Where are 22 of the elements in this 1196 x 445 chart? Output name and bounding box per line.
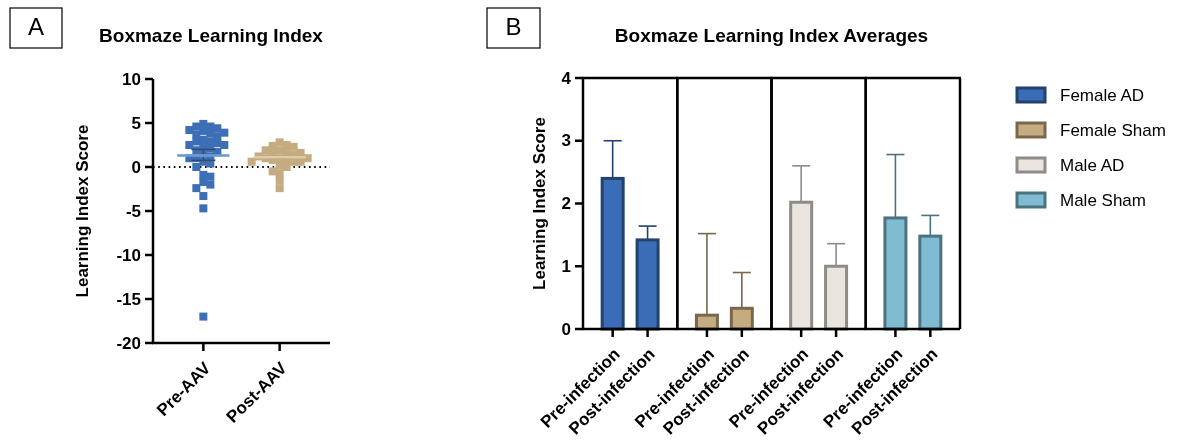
y-tick-label: 0 [131,157,141,177]
legend-label: Male AD [1060,155,1125,175]
y-tick-label: 1 [561,256,571,276]
text: A [27,13,45,41]
y-tick-label: -5 [125,201,141,221]
y-tick-label: 4 [561,68,572,88]
legend-label: Female Sham [1060,120,1166,140]
y-tick-label: 0 [561,319,571,339]
y-axis-title: Learning Index Score [530,117,549,290]
text: Boxmaze Learning Index Averages [614,25,929,46]
legend-label: Male Sham [1060,190,1146,210]
y-tick-label: 3 [561,131,571,151]
y-tick-label: 2 [561,194,571,213]
y-tick-label: -15 [116,289,141,309]
y-axis-title: Learning Index Score [73,124,92,298]
chart-title: Boxmaze Learning Index [99,25,324,46]
y-tick-label: -20 [116,333,141,353]
y-tick-label: 5 [131,113,141,133]
y-tick-label: -10 [116,245,141,265]
legend-label: Female AD [1060,85,1145,105]
y-tick-label: 10 [122,69,141,89]
text: B [505,13,522,41]
